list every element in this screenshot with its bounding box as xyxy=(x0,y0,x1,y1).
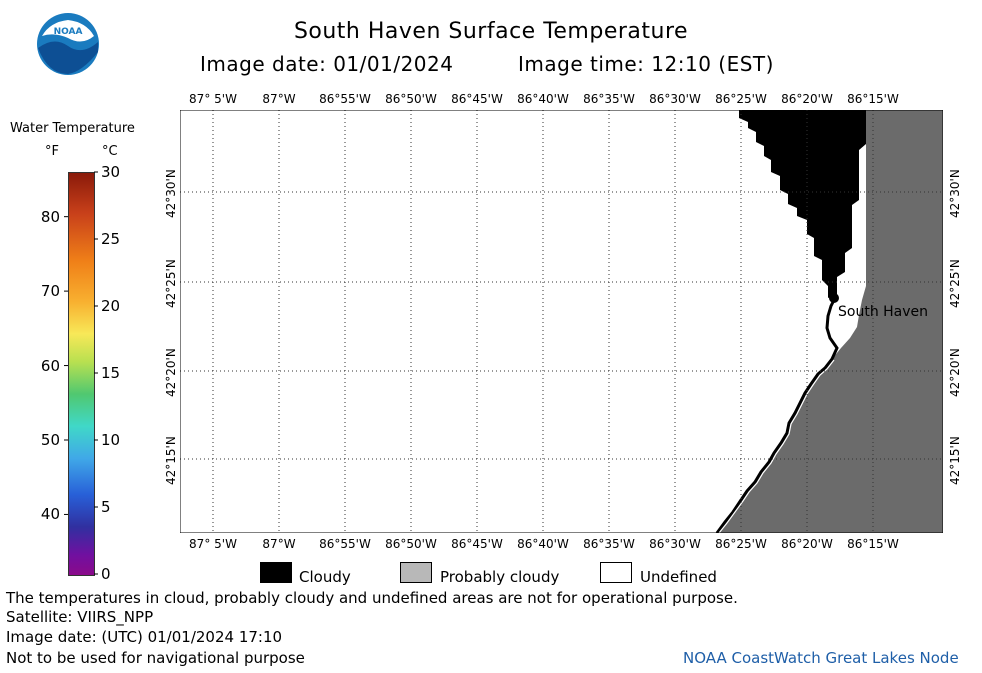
legend-label-undefined: Undefined xyxy=(640,568,717,586)
footer-credit: NOAA CoastWatch Great Lakes Node xyxy=(683,649,959,667)
lat-label-left: 42°30'N xyxy=(164,169,178,218)
footer-nav-warning: Not to be used for navigational purpose xyxy=(6,649,305,667)
colorbar-title: Water Temperature xyxy=(10,121,135,136)
colorbar-f-label: 50 xyxy=(40,431,60,449)
south-haven-marker xyxy=(829,293,839,303)
lat-label-right: 42°30'N xyxy=(948,169,962,218)
lon-label-top: 86°55'W xyxy=(319,92,371,106)
colorbar-c-label: 15 xyxy=(101,364,121,382)
legend-label-probably-cloudy: Probably cloudy xyxy=(440,568,560,586)
image-time-label: Image time: 12:10 (EST) xyxy=(518,52,774,76)
colorbar-c-label: 20 xyxy=(101,297,121,315)
page-title: South Haven Surface Temperature xyxy=(293,19,689,44)
lon-label-top: 86°40'W xyxy=(517,92,569,106)
logo-text: NOAA xyxy=(54,27,83,37)
colorbar-f-label: 60 xyxy=(40,356,60,375)
colorbar-f-label: 80 xyxy=(40,207,60,226)
lon-label-bottom: 86°20'W xyxy=(781,537,833,551)
lat-label-right: 42°20'N xyxy=(948,348,962,397)
land-area xyxy=(717,110,943,533)
place-label: South Haven xyxy=(838,304,928,320)
lon-label-top: 86°25'W xyxy=(715,92,767,106)
colorbar-f-label: 70 xyxy=(40,282,60,301)
colorbar-c-label: 0 xyxy=(101,565,111,583)
lon-label-bottom: 87°W xyxy=(262,537,296,551)
lon-label-bottom: 86°50'W xyxy=(385,537,437,551)
colorbar-c-label: 5 xyxy=(101,498,111,516)
lat-label-left: 42°15'N xyxy=(164,436,178,485)
colorbar-unit-f: °F xyxy=(45,144,59,159)
lon-label-top: 86°45'W xyxy=(451,92,503,106)
map: South Haven xyxy=(180,110,943,533)
lat-label-left: 42°20'N xyxy=(164,348,178,397)
lon-label-top: 87°W xyxy=(262,92,296,106)
lat-label-right: 42°15'N xyxy=(948,436,962,485)
legend-swatch-cloudy xyxy=(260,562,292,583)
lat-label-right: 42°25'N xyxy=(948,259,962,308)
lon-label-bottom: 86°40'W xyxy=(517,537,569,551)
legend-swatch-undefined xyxy=(600,562,632,583)
legend-label-cloudy: Cloudy xyxy=(299,568,351,586)
colorbar-f-label: 40 xyxy=(40,505,60,524)
lon-label-top: 86°20'W xyxy=(781,92,833,106)
colorbar-unit-c: °C xyxy=(102,144,118,159)
lon-label-bottom: 86°30'W xyxy=(649,537,701,551)
footer-satellite: Satellite: VIIRS_NPP xyxy=(6,608,154,626)
lon-label-top: 86°50'W xyxy=(385,92,437,106)
lon-label-top: 87° 5'W xyxy=(189,92,237,106)
lon-label-bottom: 86°35'W xyxy=(583,537,635,551)
cloud-area xyxy=(739,110,866,298)
colorbar-gradient xyxy=(68,172,95,576)
footer-utc-date: Image date: (UTC) 01/01/2024 17:10 xyxy=(6,628,283,646)
colorbar-c-label: 30 xyxy=(101,163,121,181)
coastline xyxy=(715,297,839,533)
lon-label-bottom: 86°45'W xyxy=(451,537,503,551)
lon-label-bottom: 86°55'W xyxy=(319,537,371,551)
lon-label-bottom: 87° 5'W xyxy=(189,537,237,551)
noaa-logo: NOAA xyxy=(37,13,99,75)
legend-swatch-probably-cloudy xyxy=(400,562,432,583)
colorbar-c-label: 25 xyxy=(101,230,121,248)
lon-label-top: 86°35'W xyxy=(583,92,635,106)
image-date-label: Image date: 01/01/2024 xyxy=(200,52,454,76)
colorbar-c-label: 10 xyxy=(101,431,121,449)
lon-label-top: 86°30'W xyxy=(649,92,701,106)
lon-label-top: 86°15'W xyxy=(847,92,899,106)
colorbar-ticks xyxy=(64,171,98,575)
lon-label-bottom: 86°25'W xyxy=(715,537,767,551)
lat-label-left: 42°25'N xyxy=(164,259,178,308)
lon-label-bottom: 86°15'W xyxy=(847,537,899,551)
footer-disclaimer: The temperatures in cloud, probably clou… xyxy=(6,589,738,607)
